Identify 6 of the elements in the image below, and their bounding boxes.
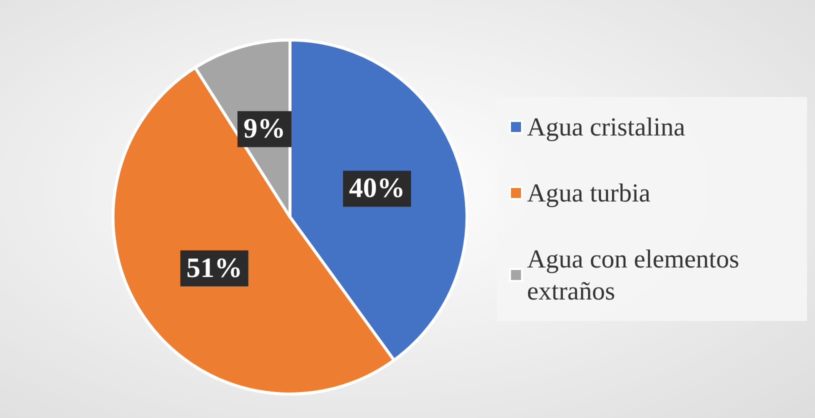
data-label: 40%	[349, 173, 406, 204]
data-label: 9%	[243, 114, 286, 145]
legend-label: Agua turbia	[527, 178, 651, 208]
data-label: 51%	[186, 252, 242, 284]
legend-label: Agua con elementos extraños	[527, 244, 746, 306]
legend-label: Agua cristalina	[527, 112, 686, 142]
